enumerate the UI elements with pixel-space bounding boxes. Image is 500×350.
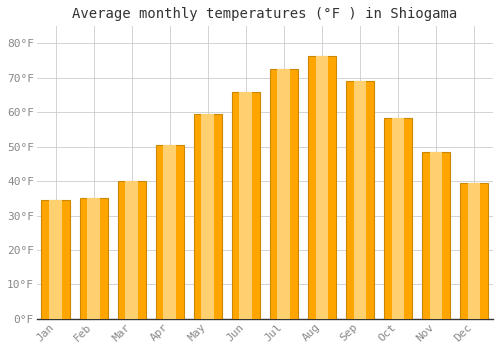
Bar bbox=[460, 183, 488, 319]
Title: Average monthly temperatures (°F ) in Shiogama: Average monthly temperatures (°F ) in Sh… bbox=[72, 7, 458, 21]
Bar bbox=[384, 118, 412, 319]
Bar bbox=[50, 200, 62, 319]
Bar bbox=[308, 56, 336, 319]
Bar bbox=[88, 198, 100, 319]
Bar bbox=[164, 145, 176, 319]
Bar bbox=[392, 118, 404, 319]
Bar bbox=[118, 181, 146, 319]
Bar bbox=[278, 69, 290, 319]
Bar bbox=[42, 200, 70, 319]
Bar bbox=[430, 152, 442, 319]
Bar bbox=[202, 114, 214, 319]
Bar bbox=[156, 145, 184, 319]
Bar bbox=[422, 152, 450, 319]
Bar bbox=[316, 56, 328, 319]
Bar bbox=[194, 114, 222, 319]
Bar bbox=[240, 92, 252, 319]
Bar bbox=[354, 81, 366, 319]
Bar bbox=[468, 183, 480, 319]
Bar bbox=[270, 69, 298, 319]
Bar bbox=[126, 181, 138, 319]
Bar bbox=[80, 198, 108, 319]
Bar bbox=[346, 81, 374, 319]
Bar bbox=[232, 92, 260, 319]
